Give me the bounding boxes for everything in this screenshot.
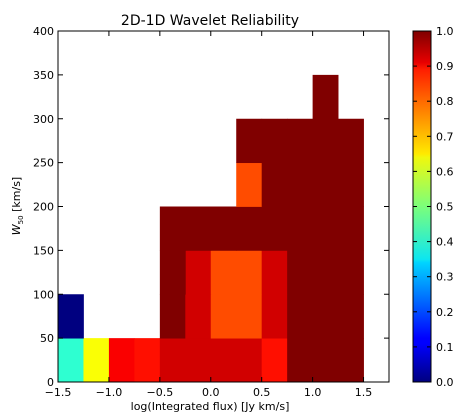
heatmap-cell-14 [185, 294, 212, 339]
heatmap-cell-43 [261, 118, 288, 164]
heatmap-cell-27 [312, 250, 339, 295]
x-tick-label-2: −0.5 [146, 386, 173, 399]
heatmap-cell-22 [210, 250, 237, 295]
heatmap-cell-9 [287, 338, 314, 383]
heatmap-cell-47 [312, 74, 339, 120]
heatmap-cell-35 [312, 206, 339, 251]
heatmap-cell-6 [210, 338, 237, 383]
colorbar-tick-label-2: 0.2 [436, 306, 454, 319]
heatmap-cell-33 [261, 206, 288, 251]
heatmap-cell-15 [210, 294, 237, 339]
heatmap-cells [58, 74, 364, 383]
x-tick-label-0: −1.5 [45, 386, 72, 399]
heatmap-cell-28 [338, 250, 364, 295]
colorbar-tick-label-10: 1.0 [436, 25, 454, 38]
y-axis-ticks: 0 50 100 150 200 250 300 350 400 [33, 25, 389, 389]
heatmap-cell-32 [236, 206, 263, 251]
x-tick-label-3: 0.0 [202, 386, 220, 399]
heatmap-cell-12 [58, 294, 84, 339]
x-tick-label-6: 1.5 [355, 386, 373, 399]
heatmap-cell-18 [287, 294, 314, 339]
colorbar-tick-label-1: 0.1 [436, 341, 454, 354]
y-tick-label-7: 350 [33, 69, 54, 82]
heatmap-cell-23 [236, 250, 263, 295]
heatmap-cell-40 [312, 162, 339, 207]
y-tick-label-5: 250 [33, 157, 54, 170]
heatmap-cell-16 [236, 294, 263, 339]
heatmap-cell-1 [83, 338, 110, 383]
heatmap-cell-4 [159, 338, 186, 383]
heatmap-cell-30 [185, 206, 212, 251]
heatmap-cell-2 [108, 338, 135, 383]
heatmap-cell-31 [210, 206, 237, 251]
heatmap-cell-46 [338, 118, 364, 164]
colorbar-tick-label-0: 0.0 [436, 376, 454, 389]
x-tick-label-1: −1.0 [96, 386, 123, 399]
heatmap-cell-17 [261, 294, 288, 339]
x-axis-label: log(Integrated flux) [Jy km/s] [131, 400, 290, 413]
heatmap-cell-19 [312, 294, 339, 339]
colorbar-tick-label-3: 0.3 [436, 271, 454, 284]
heatmap-cell-44 [287, 118, 314, 164]
heatmap-cell-45 [312, 118, 339, 164]
heatmap-cell-0 [58, 338, 84, 383]
x-axis-ticks: −1.5 −1.0 −0.5 0.0 0.5 1.0 1.5 [45, 31, 373, 399]
heatmap-cell-42 [236, 118, 263, 164]
heatmap-cell-24 [261, 250, 288, 295]
heatmap-cell-8 [261, 338, 288, 383]
y-tick-label-0: 0 [47, 376, 54, 389]
heatmap-cell-41 [338, 162, 364, 207]
colorbar-tick-label-9: 0.9 [436, 60, 454, 73]
colorbar-tick-label-5: 0.5 [436, 201, 454, 214]
heatmap-cell-36 [338, 206, 364, 251]
chart-title: 2D-1D Wavelet Reliability [121, 13, 299, 29]
heatmap-cell-26 [287, 250, 314, 295]
y-tick-label-2: 100 [33, 288, 54, 301]
y-axis-label: W50 [km/s] [10, 177, 25, 235]
heatmap-cell-37 [236, 162, 263, 207]
y-tick-label-3: 150 [33, 244, 54, 257]
x-tick-label-4: 0.5 [253, 386, 271, 399]
colorbar-tick-label-7: 0.7 [436, 130, 454, 143]
colorbar-tick-label-4: 0.4 [436, 236, 454, 249]
heatmap-cell-39 [287, 162, 314, 207]
y-tick-label-6: 300 [33, 113, 54, 126]
colorbar-tick-label-6: 0.6 [436, 165, 454, 178]
heatmap-cell-29 [159, 206, 186, 251]
heatmap-cell-3 [134, 338, 161, 383]
heatmap-cell-20 [338, 294, 364, 339]
heatmap-cell-38 [261, 162, 288, 207]
colorbar-ticks: 0.0 0.1 0.2 0.3 0.4 0.5 0.6 0.7 0.8 0.9 1.0 [413, 25, 454, 389]
x-tick-label-5: 1.0 [304, 386, 322, 399]
heatmap-cell-13 [159, 294, 186, 339]
heatmap-cell-34 [287, 206, 314, 251]
y-tick-label-1: 50 [40, 332, 54, 345]
heatmap-cell-21 [185, 250, 212, 295]
y-tick-label-8: 400 [33, 25, 54, 38]
y-tick-label-4: 200 [33, 201, 54, 214]
heatmap-cell-11 [338, 338, 364, 383]
heatmap-cell-10 [312, 338, 339, 383]
colorbar-tick-label-8: 0.8 [436, 95, 454, 108]
heatmap-cell-5 [185, 338, 212, 383]
heatmap-cell-25 [159, 250, 186, 295]
heatmap-cell-7 [236, 338, 263, 383]
